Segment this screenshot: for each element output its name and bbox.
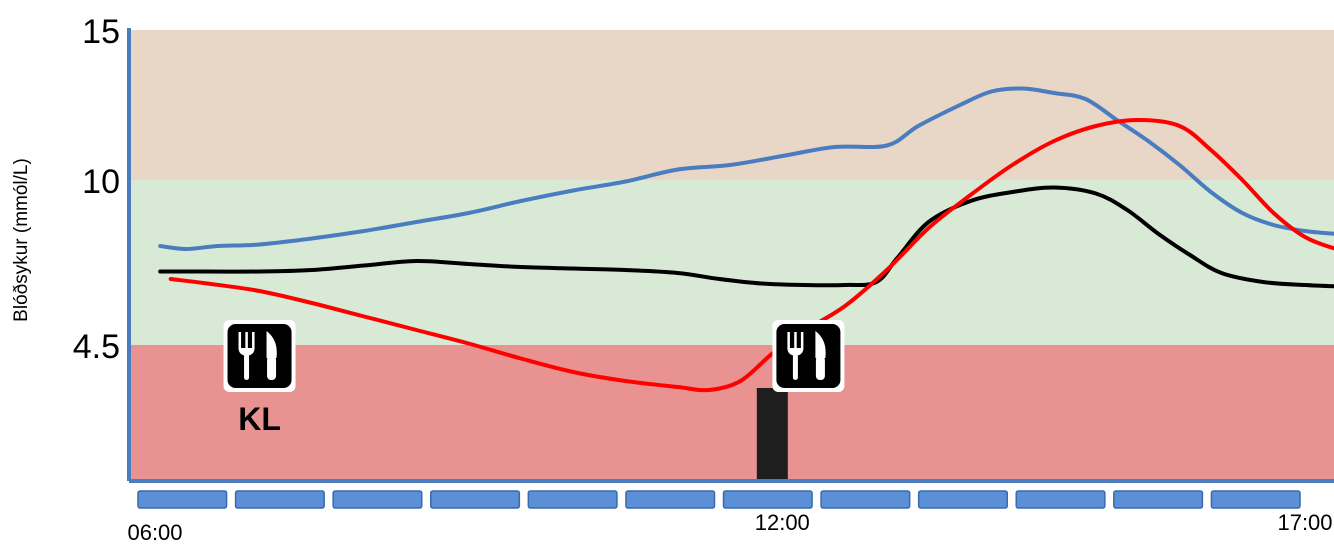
meal-label: KL [238, 401, 281, 437]
timeline-segment [626, 491, 715, 508]
dose-bar [757, 388, 788, 479]
timeline-segment [724, 491, 813, 508]
y-tick-label: 15 [82, 13, 120, 51]
timeline-segment [333, 491, 422, 508]
timeline-segment [236, 491, 325, 508]
timeline-segments [138, 491, 1300, 508]
x-tick-label: 12:00 [755, 510, 810, 535]
timeline-segment [1211, 491, 1300, 508]
x-tick-label: 17:00 [1277, 510, 1332, 535]
timeline-segment [919, 491, 1008, 508]
y-tick-label: 4.5 [73, 328, 120, 366]
band-0 [131, 30, 1334, 180]
timeline-segment [528, 491, 617, 508]
dose-bar-group [757, 388, 788, 479]
fork-knife-icon [772, 320, 844, 392]
y-tick-label: 10 [82, 163, 120, 201]
x-tick-label: 06:00 [127, 520, 182, 544]
timeline-segment [138, 491, 227, 508]
y-tick-labels: 15 10 4.5 [73, 13, 120, 366]
timeline-segment [431, 491, 520, 508]
x-tick-labels: 06:00 12:00 17:00 [127, 510, 1332, 544]
timeline-segment [821, 491, 910, 508]
timeline-segment [1016, 491, 1105, 508]
range-bands [131, 30, 1334, 480]
band-2 [131, 345, 1334, 480]
fork-knife-icon [224, 320, 296, 392]
band-1 [131, 180, 1334, 345]
timeline-segment [1114, 491, 1203, 508]
